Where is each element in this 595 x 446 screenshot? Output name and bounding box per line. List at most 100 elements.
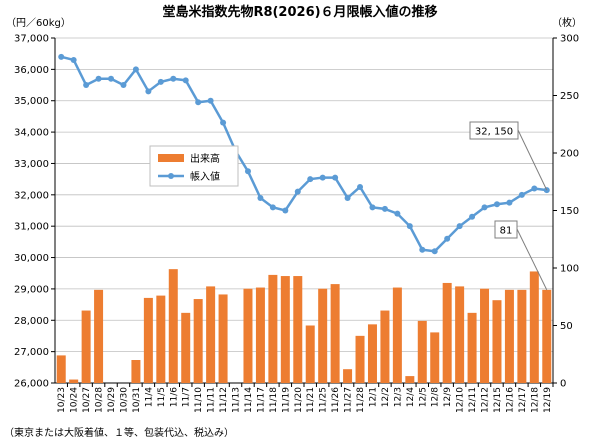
footnote: （東京または大阪着値、１等、包装代込、税込み）: [4, 426, 234, 439]
line-marker: [70, 56, 77, 63]
callout-box: [494, 220, 518, 239]
line-marker: [220, 119, 227, 126]
y2-tick-label: 300: [560, 34, 579, 45]
x-tick-label: 12/12: [481, 387, 491, 413]
bar: [168, 269, 178, 383]
y-tick-label: 30,000: [14, 253, 49, 264]
x-tick-label: 12/11: [468, 387, 478, 413]
bar: [380, 310, 390, 383]
bar: [480, 288, 490, 383]
line-marker: [244, 168, 251, 175]
line-marker: [369, 204, 376, 211]
callout-line: [517, 129, 548, 191]
legend-swatch: [168, 173, 174, 179]
x-tick-label: 11/26: [331, 387, 341, 413]
x-tick-label: 11/27: [344, 387, 354, 413]
bar: [417, 320, 427, 383]
x-tick-label: 11/6: [169, 387, 179, 407]
line-marker: [83, 82, 90, 89]
y-tick-label: 36,000: [14, 65, 49, 76]
line-marker: [108, 75, 115, 82]
line-marker: [357, 183, 364, 190]
bar: [392, 287, 402, 383]
legend-swatch: [158, 154, 184, 162]
line-marker: [406, 223, 413, 230]
legend-box: [149, 145, 239, 187]
line-marker: [431, 248, 438, 255]
line-marker: [58, 53, 65, 60]
bar: [318, 288, 328, 383]
legend-label: 帳入値: [190, 170, 220, 183]
x-tick-label: 11/14: [244, 387, 254, 413]
line-marker: [456, 223, 463, 230]
line-marker: [506, 199, 513, 206]
line-marker: [518, 191, 525, 198]
x-tick-label: 10/24: [70, 387, 80, 413]
bar: [218, 294, 228, 383]
bar: [467, 312, 477, 383]
y-tick-label: 32,000: [14, 190, 49, 201]
line-marker: [195, 99, 202, 106]
x-tick-label: 11/10: [194, 387, 204, 413]
line-marker: [132, 66, 139, 73]
line-marker: [269, 204, 276, 211]
x-tick-label: 11/7: [182, 387, 192, 407]
bar: [280, 276, 290, 383]
line-marker: [157, 78, 164, 85]
line-marker: [182, 77, 189, 84]
x-tick-label: 11/11: [207, 387, 217, 413]
line-marker: [332, 174, 339, 181]
x-tick-label: 12/5: [418, 387, 428, 407]
callout-line: [516, 228, 548, 291]
bar: [81, 310, 91, 383]
x-tick-label: 12/18: [530, 387, 540, 413]
line-marker: [307, 176, 314, 183]
line-marker: [469, 213, 476, 220]
line-marker: [145, 88, 152, 95]
x-tick-label: 10/23: [57, 387, 67, 413]
bar: [504, 289, 514, 383]
x-tick-label: 12/4: [406, 387, 416, 407]
bar: [355, 335, 365, 383]
y-tick-label: 34,000: [14, 128, 49, 139]
bar: [367, 324, 377, 383]
line-marker: [419, 246, 426, 253]
bar: [56, 355, 66, 383]
y2-tick-label: 50: [560, 321, 573, 332]
x-tick-label: 12/2: [381, 387, 391, 407]
x-tick-label: 11/5: [157, 387, 167, 407]
bar: [305, 325, 315, 383]
y-tick-label: 35,000: [14, 96, 49, 107]
bar: [343, 369, 353, 383]
bar: [143, 297, 153, 383]
x-tick-label: 10/31: [132, 387, 142, 413]
line-marker: [444, 235, 451, 242]
y-tick-label: 37,000: [14, 34, 49, 45]
bar: [156, 295, 166, 383]
data-label: 81: [500, 226, 513, 237]
line: [60, 55, 547, 253]
bar: [330, 284, 340, 383]
x-tick-label: 11/4: [144, 387, 154, 407]
x-tick-label: 10/27: [82, 387, 92, 413]
line-marker: [319, 174, 326, 181]
x-tick-label: 11/28: [356, 387, 366, 413]
bar: [293, 276, 303, 383]
legend-label: 出来高: [190, 152, 220, 165]
x-tick-label: 11/17: [256, 387, 266, 413]
x-tick-label: 12/19: [543, 387, 553, 413]
callout-box: [469, 121, 519, 140]
x-tick-label: 11/12: [219, 387, 229, 413]
bar: [442, 282, 452, 383]
line-marker: [344, 194, 351, 201]
x-tick-label: 11/20: [294, 387, 304, 413]
bar: [268, 274, 278, 383]
bar: [529, 271, 539, 383]
bar: [69, 379, 79, 383]
x-tick-label: 12/1: [368, 387, 378, 407]
y-tick-label: 29,000: [14, 284, 49, 295]
bar: [542, 289, 552, 383]
x-tick-label: 12/3: [393, 387, 403, 407]
x-tick-label: 11/25: [319, 387, 329, 413]
